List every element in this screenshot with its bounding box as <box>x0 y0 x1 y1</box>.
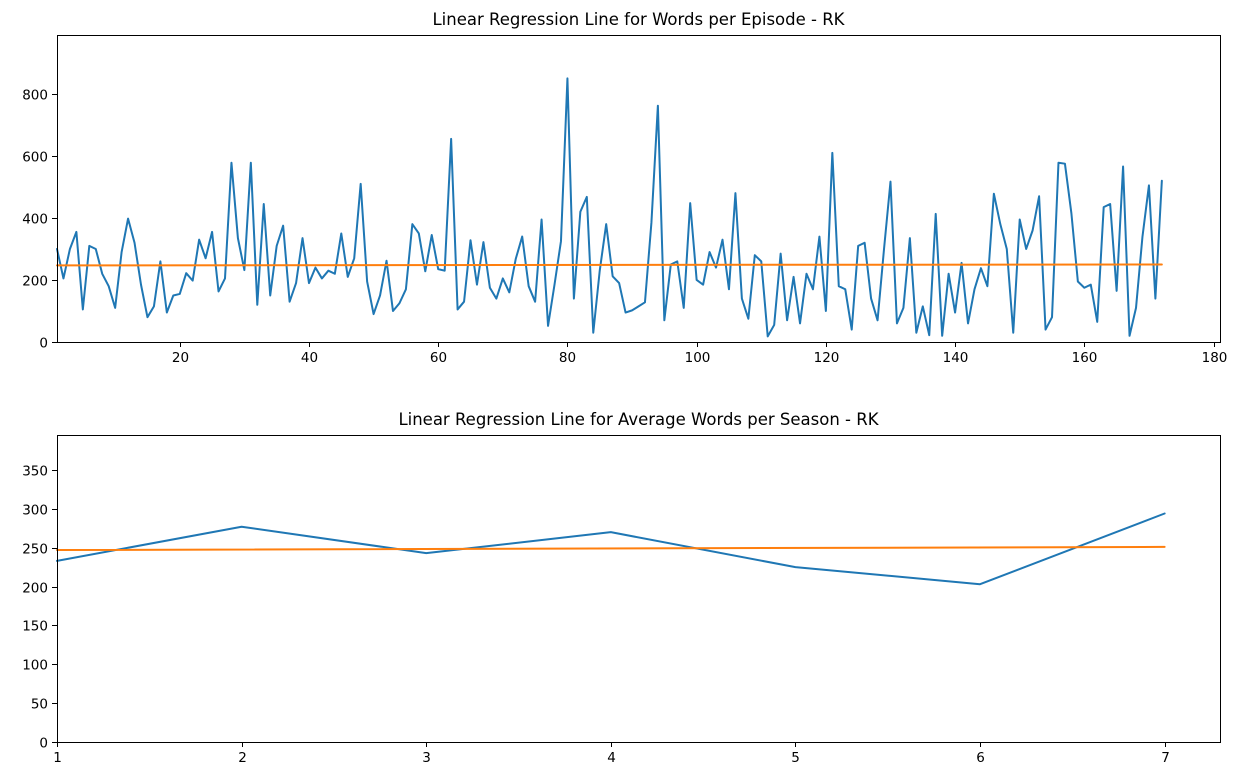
x-tick-label: 180 <box>1202 350 1228 366</box>
y-tick-label: 50 <box>31 697 48 713</box>
axes-frame <box>57 35 1221 343</box>
y-tick-label: 400 <box>22 212 48 228</box>
y-tick-label: 150 <box>22 619 48 635</box>
y-tick-label: 0 <box>39 336 48 352</box>
y-tick-label: 300 <box>22 503 48 519</box>
y-tick-label: 200 <box>22 274 48 290</box>
x-tick-label: 5 <box>791 750 800 766</box>
x-tick-label: 7 <box>1161 750 1170 766</box>
x-tick-label: 2 <box>238 750 247 766</box>
chart-1: Linear Regression Line for Words per Epi… <box>22 10 1227 366</box>
data-line <box>56 512 1166 586</box>
x-tick-label: 3 <box>422 750 431 766</box>
x-tick-label: 1 <box>53 750 62 766</box>
x-tick-label: 6 <box>976 750 985 766</box>
x-tick-label: 40 <box>301 350 318 366</box>
x-tick-label: 100 <box>685 350 711 366</box>
y-tick-label: 0 <box>39 736 48 752</box>
y-tick-label: 600 <box>22 150 48 166</box>
x-tick-label: 140 <box>943 350 969 366</box>
chart-2: Linear Regression Line for Average Words… <box>22 410 1221 766</box>
x-tick-label: 4 <box>607 750 616 766</box>
chart-title: Linear Regression Line for Average Words… <box>398 410 879 429</box>
x-tick-label: 160 <box>1072 350 1098 366</box>
y-tick-label: 100 <box>22 658 48 674</box>
y-tick-label: 350 <box>22 464 48 480</box>
x-tick-label: 120 <box>814 350 840 366</box>
regression-line <box>56 545 1166 552</box>
chart-title: Linear Regression Line for Words per Epi… <box>432 10 845 29</box>
y-tick-label: 250 <box>22 542 48 558</box>
data-line <box>56 77 1163 338</box>
x-tick-label: 20 <box>172 350 189 366</box>
axes-frame <box>57 435 1221 743</box>
x-tick-label: 80 <box>559 350 576 366</box>
y-tick-label: 200 <box>22 581 48 597</box>
x-tick-label: 60 <box>430 350 447 366</box>
y-tick-label: 800 <box>22 88 48 104</box>
regression-line <box>56 263 1163 267</box>
